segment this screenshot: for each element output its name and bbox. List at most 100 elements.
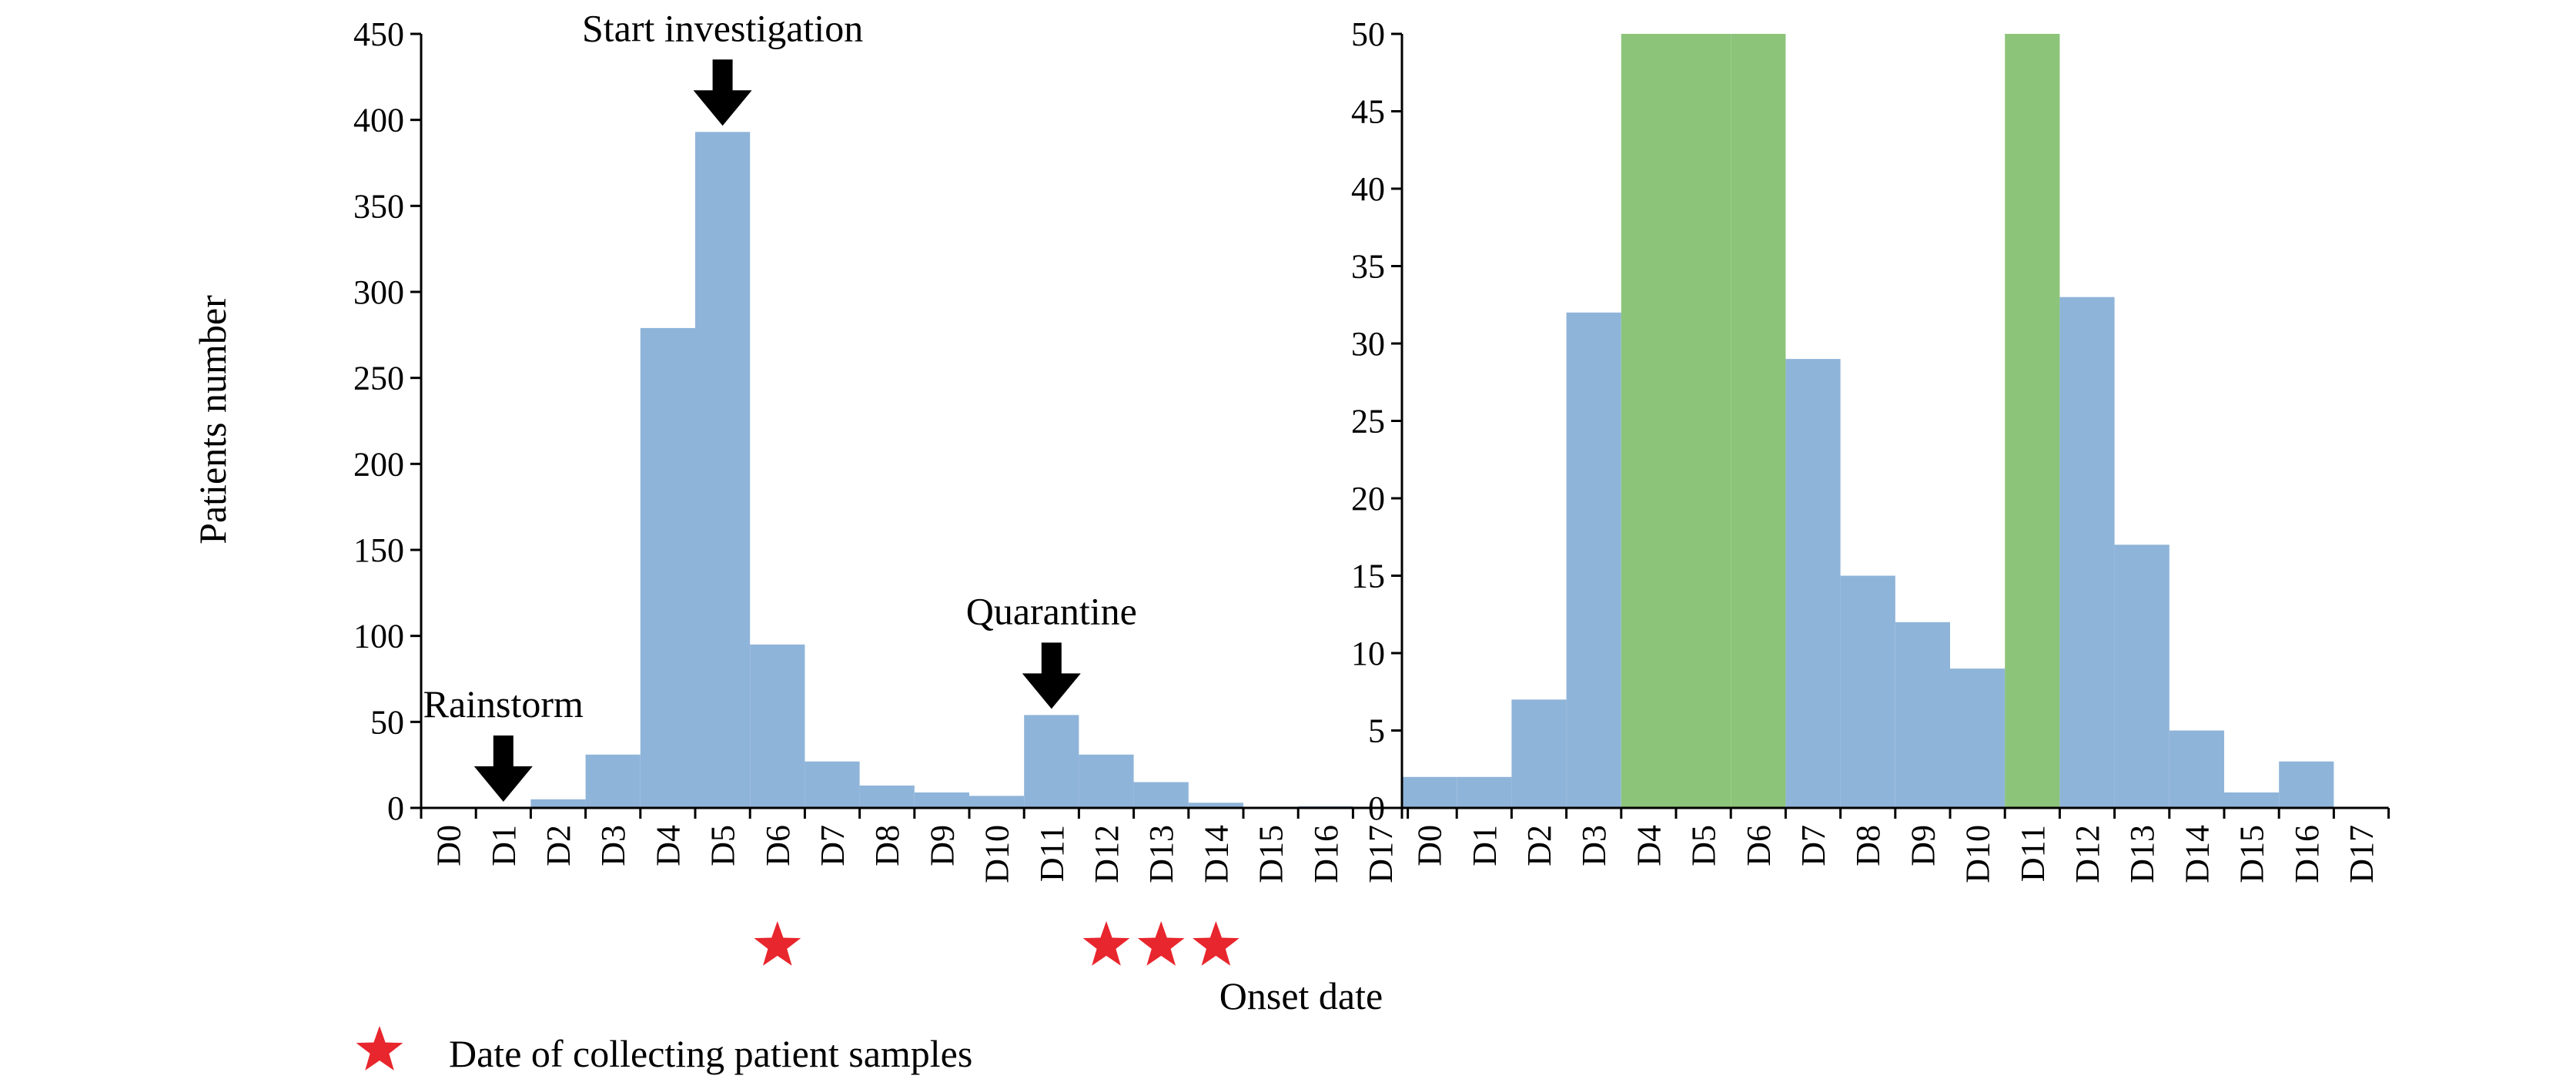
x-tick-label: D10 [1959, 825, 1997, 883]
y-tick-label: 150 [353, 531, 404, 569]
bar-D8 [1840, 575, 1895, 808]
x-tick-label: D14 [1197, 825, 1235, 883]
x-tick-label: D5 [704, 825, 742, 866]
y-tick-label: 25 [1351, 403, 1385, 441]
sample-date-star-icon [1193, 921, 1239, 966]
bar-D9 [1895, 622, 1950, 808]
y-tick-label: 20 [1351, 480, 1385, 518]
chart-left: 0 50 100 150 200 250 300 350 400 450 D0 D1 D2 D3 D4 D5 D… [353, 6, 1410, 966]
sample-date-star-icon [754, 921, 801, 966]
x-tick-label: D5 [1685, 825, 1723, 866]
bar-D2 [530, 799, 586, 808]
y-tick-label: 45 [1351, 93, 1385, 131]
annotation-label: Start investigation [582, 6, 863, 49]
bar-D13 [2114, 545, 2170, 808]
bar-D13 [1133, 782, 1189, 808]
bar-D15 [2224, 792, 2280, 808]
x-tick-label: D15 [1253, 825, 1290, 883]
x-tick-label: D12 [2069, 825, 2106, 883]
y-tick-label: 50 [370, 703, 404, 741]
x-tick-label: D8 [1849, 825, 1887, 866]
bar-D8 [859, 785, 915, 808]
x-tick-label: D13 [2123, 825, 2161, 883]
legend-label: Date of collecting patient samples [449, 1032, 972, 1075]
bar-D7 [1785, 359, 1841, 809]
bar-D4 [1621, 34, 1676, 808]
y-tick-label: 100 [353, 618, 404, 655]
bar-D5 [695, 132, 751, 809]
y-tick-label: 10 [1351, 635, 1385, 672]
bar-D1 [1457, 776, 1512, 808]
x-tick-label: D11 [2014, 825, 2052, 882]
x-tick-label: D1 [1466, 825, 1504, 866]
bar-D4 [640, 327, 695, 808]
x-tick-label: D6 [1740, 825, 1778, 866]
bar-D14 [2169, 730, 2224, 808]
sample-date-star-icon [1137, 921, 1185, 966]
y-tick-label: 350 [353, 187, 404, 225]
x-tick-label: D0 [1411, 825, 1449, 866]
sample-date-star-icon [1082, 921, 1130, 966]
y-tick-label: 50 [1351, 15, 1385, 53]
bar-D11 [2005, 34, 2060, 808]
x-tick-label: D7 [1795, 825, 1832, 866]
legend: Date of collecting patient samples [356, 1026, 972, 1075]
x-tick-label: D9 [923, 825, 961, 866]
y-tick-label: 200 [353, 445, 404, 483]
x-tick-label: D2 [1521, 825, 1558, 866]
bar-D3 [1566, 312, 1621, 808]
bar-D6 [750, 644, 805, 808]
y-tick-label: 250 [353, 360, 404, 397]
bar-D10 [969, 796, 1025, 808]
y-tick-label: 5 [1368, 712, 1385, 750]
bar-D10 [1950, 669, 2006, 808]
bar-D9 [914, 792, 969, 808]
x-tick-label: D16 [1307, 825, 1345, 883]
annotation-label: Rainstorm [423, 682, 584, 725]
annotation-arrow-icon [473, 736, 533, 802]
x-tick-label: D17 [2343, 825, 2380, 883]
x-tick-label: D0 [430, 825, 468, 866]
bar-D14 [1188, 803, 1243, 808]
x-tick-label: D2 [540, 825, 577, 866]
bar-D5 [1676, 34, 1731, 808]
x-tick-label: D1 [485, 825, 523, 866]
x-tick-label: D16 [2288, 825, 2326, 883]
y-tick-label: 450 [353, 15, 404, 53]
bar-D0 [1402, 776, 1457, 808]
x-tick-label: D8 [868, 825, 906, 866]
bar-D2 [1511, 699, 1567, 808]
y-tick-label: 400 [353, 102, 404, 139]
x-tick-label: D7 [814, 825, 851, 866]
x-tick-label: D10 [979, 825, 1016, 883]
y-tick-label: 40 [1351, 170, 1385, 208]
x-tick-label: D4 [649, 825, 687, 866]
chart-right: 0 5 10 15 20 25 30 35 40 45 50 D0 D1 D2 D3 D4 D5 D6 D7 D8 D9… [1351, 15, 2390, 883]
bar-D11 [1024, 715, 1079, 808]
y-tick-label: 300 [353, 273, 404, 311]
annotation-arrow-icon [693, 59, 752, 126]
y-tick-label: 0 [1368, 789, 1385, 827]
bar-D7 [805, 761, 860, 808]
x-tick-label: D3 [594, 825, 632, 866]
x-tick-label: D17 [1362, 825, 1400, 883]
x-tick-label: D11 [1033, 825, 1071, 882]
annotation-label: Quarantine [966, 589, 1137, 632]
x-tick-label: D12 [1088, 825, 1126, 883]
y-tick-label: 15 [1351, 558, 1385, 595]
y-tick-label: 30 [1351, 325, 1385, 363]
legend-star-icon [356, 1026, 403, 1071]
x-tick-label: D13 [1142, 825, 1180, 883]
bar-D12 [1079, 754, 1134, 808]
x-tick-label: D6 [759, 825, 797, 866]
x-tick-label: D14 [2178, 825, 2216, 883]
y-axis-title: Patients number [191, 295, 234, 545]
bar-D3 [585, 754, 641, 808]
y-tick-label: 35 [1351, 248, 1385, 286]
annotation-arrow-icon [1022, 642, 1081, 709]
x-tick-label: D9 [1904, 825, 1942, 866]
bar-D6 [1731, 34, 1786, 808]
x-tick-label: D4 [1630, 825, 1668, 866]
x-axis-title: Onset date [1219, 974, 1383, 1017]
